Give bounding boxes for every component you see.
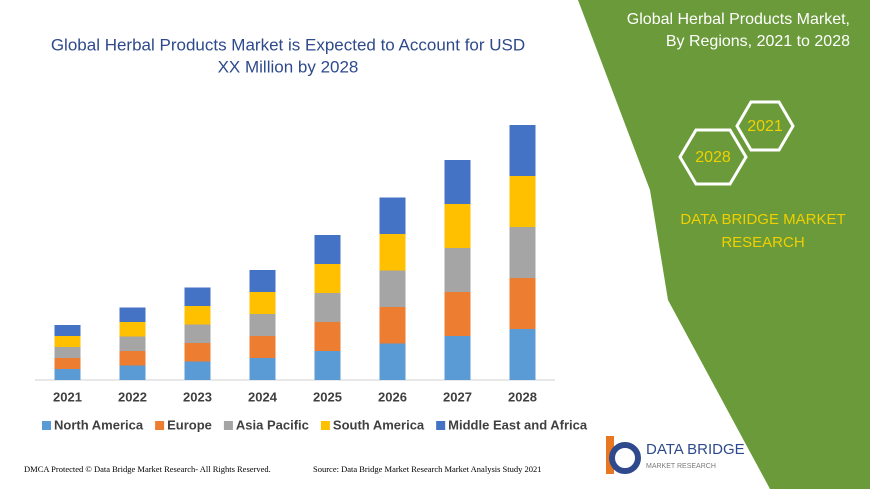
bar-segment: [119, 307, 146, 322]
bar-segment: [54, 336, 81, 347]
panel-brand: RESEARCH: [721, 234, 804, 251]
x-tick-label: 2027: [443, 389, 472, 404]
logo-mark: [609, 442, 641, 474]
x-tick-label: 2026: [378, 389, 407, 404]
x-tick-label: 2028: [508, 389, 537, 404]
panel-heading: By Regions, 2021 to 2028: [666, 33, 850, 50]
hexagon: [735, 100, 795, 152]
bar-segment: [249, 270, 276, 292]
x-tick-label: 2024: [248, 389, 278, 404]
bar-segment: [444, 204, 471, 248]
x-tick-label: 2023: [183, 389, 212, 404]
bar-segment: [184, 306, 211, 325]
hexagon-label: 2028: [695, 149, 731, 166]
logo-tagline: MARKET RESEARCH: [646, 463, 716, 470]
bar-segment: [249, 336, 276, 358]
bar-segment: [379, 307, 406, 344]
bar-segment: [54, 347, 81, 358]
hexagon: [678, 128, 748, 186]
bar-segment: [184, 287, 211, 306]
panel-heading: Global Herbal Products Market,: [627, 11, 850, 28]
bar-segment: [509, 329, 536, 380]
bar-segment: [119, 322, 146, 337]
legend-label: Middle East and Africa: [448, 417, 588, 432]
bar-segment: [444, 160, 471, 204]
bar-segment: [444, 248, 471, 292]
bar-segment: [249, 358, 276, 380]
legend-label: Asia Pacific: [236, 417, 309, 432]
bar-segment: [184, 324, 211, 343]
bar-segment: [379, 343, 406, 380]
legend-swatch: [42, 421, 51, 430]
bar-segment: [184, 361, 211, 380]
bar-segment: [314, 322, 341, 351]
bar-segment: [509, 176, 536, 227]
bar-segment: [54, 358, 81, 369]
footer-left: DMCA Protected © Data Bridge Market Rese…: [24, 464, 271, 474]
legend-swatch: [320, 421, 330, 430]
bar-segment: [119, 351, 146, 366]
bar-segment: [379, 197, 406, 234]
logo: DATA BRIDGE MARKET RESEARCH: [606, 436, 745, 474]
bar-segment: [444, 336, 471, 380]
panel-brand: DATA BRIDGE MARKET: [680, 211, 845, 228]
bar-segment: [314, 235, 341, 264]
bar-segment: [119, 365, 146, 380]
bar-segment: [314, 264, 341, 293]
bar-segment: [249, 314, 276, 336]
bar-segment: [119, 336, 146, 351]
legend-label: North America: [54, 417, 144, 432]
bar-segment: [314, 351, 341, 380]
footer-right: Source: Data Bridge Market Research Mark…: [313, 464, 542, 474]
chart-title: Global Herbal Products Market is Expecte…: [51, 35, 525, 54]
logo-name: DATA BRIDGE: [646, 441, 745, 458]
bar-segment: [379, 270, 406, 307]
bar-segment: [314, 293, 341, 322]
bar-segment: [249, 292, 276, 314]
bar-segment: [444, 292, 471, 336]
legend-swatch: [155, 421, 165, 430]
x-tick-label: 2021: [53, 389, 82, 404]
bar-segment: [379, 234, 406, 271]
bar-segment: [509, 227, 536, 278]
bar-segment: [54, 325, 81, 336]
chart-title: XX Million by 2028: [218, 57, 359, 76]
x-tick-label: 2025: [313, 389, 342, 404]
green-panel: [578, 0, 870, 489]
legend-label: Europe: [167, 417, 212, 432]
bar-segment: [509, 125, 536, 176]
bar-segment: [509, 278, 536, 329]
hexagon-label: 2021: [747, 118, 783, 135]
bar-segment: [54, 369, 81, 380]
legend-swatch: [436, 421, 446, 430]
bar-segment: [184, 343, 211, 362]
x-tick-label: 2022: [118, 389, 147, 404]
legend-swatch: [223, 421, 233, 430]
legend-label: South America: [333, 417, 425, 432]
